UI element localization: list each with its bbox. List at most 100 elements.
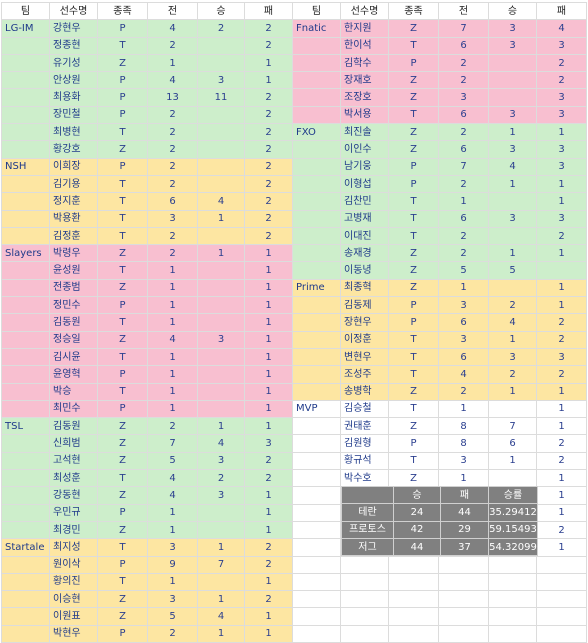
player-name-cell: 조성주 — [340, 365, 389, 384]
team-cell — [1, 555, 50, 574]
player-name-cell: 신희범 — [49, 434, 98, 453]
summary-race: 저그 — [341, 537, 394, 557]
race-cell: Z — [388, 278, 439, 298]
losses-cell: 3 — [536, 88, 587, 107]
player-name-cell: 김동제 — [340, 296, 389, 315]
wins-cell — [488, 624, 537, 643]
header-wins: 승 — [488, 1, 537, 21]
race-cell: Z — [97, 53, 148, 73]
games-cell: 2 — [147, 157, 198, 176]
race-cell: T — [388, 209, 439, 228]
games-cell: 2 — [147, 105, 198, 125]
race-cell: P — [97, 555, 148, 574]
team-cell — [292, 520, 341, 540]
games-cell: 1 — [147, 278, 198, 298]
wins-cell: 4 — [197, 192, 245, 211]
race-cell: P — [388, 174, 439, 194]
race-cell: T — [97, 313, 148, 332]
losses-cell: 1 — [244, 330, 293, 349]
team-cell — [292, 226, 341, 246]
race-cell: Z — [97, 417, 148, 436]
wins-cell: 1 — [488, 123, 537, 142]
table-row: 안상원 P 4 3 1 장재호 Z 2 2 — [1, 71, 587, 90]
losses-cell: 1 — [536, 192, 587, 211]
losses-cell: 3 — [536, 347, 587, 367]
race-cell: P — [97, 503, 148, 522]
wins-cell: 3 — [197, 71, 245, 90]
games-cell: 2 — [147, 123, 198, 142]
player-name-cell: 이인수 — [340, 140, 389, 159]
race-cell: Z — [97, 140, 148, 159]
games-cell: 2 — [438, 123, 489, 142]
race-cell — [388, 572, 439, 592]
wins-cell: 3 — [488, 36, 537, 55]
games-cell: 5 — [147, 607, 198, 626]
games-cell — [438, 607, 489, 626]
losses-cell: 2 — [536, 451, 587, 471]
race-cell: P — [388, 434, 439, 453]
race-cell: Z — [388, 123, 439, 142]
wins-cell — [197, 347, 245, 367]
wins-cell: 2 — [488, 296, 537, 315]
games-cell: 2 — [438, 226, 489, 246]
player-name-cell: 강동현 — [49, 486, 98, 505]
player-name-cell: 이승현 — [49, 590, 98, 609]
race-cell: T — [388, 330, 439, 349]
player-name-cell: 송병학 — [340, 382, 389, 401]
games-cell: 5 — [438, 261, 489, 280]
wins-cell — [197, 296, 245, 315]
team-cell — [292, 607, 341, 626]
player-name-cell: 이정훈 — [340, 330, 389, 349]
losses-cell: 1 — [244, 296, 293, 315]
race-cell: P — [388, 296, 439, 315]
wins-cell: 1 — [488, 330, 537, 349]
player-name-cell: 최병현 — [49, 123, 98, 142]
wins-cell: 3 — [488, 19, 537, 38]
games-cell: 1 — [438, 399, 489, 419]
table-row: 이원표 Z 5 4 1 — [1, 607, 587, 626]
race-cell: T — [388, 365, 439, 384]
team-cell — [1, 296, 50, 315]
race-cell: T — [97, 226, 148, 246]
wins-cell — [488, 278, 537, 298]
games-cell: 2 — [438, 174, 489, 194]
losses-cell: 1 — [536, 174, 587, 194]
race-cell: Z — [97, 278, 148, 298]
player-name-cell: 김정훈 — [49, 226, 98, 246]
player-name-cell: 김동원 — [49, 417, 98, 436]
table-row: 윤성원 T 1 1 이동녕 Z 5 5 — [1, 261, 587, 280]
wins-cell: 1 — [197, 624, 245, 643]
table-row: 신희범 Z 7 4 3 김원형 P 8 6 2 — [1, 434, 587, 453]
wins-cell: 1 — [197, 244, 245, 263]
games-cell: 6 — [438, 313, 489, 332]
player-name-cell: 권태훈 — [340, 417, 389, 436]
games-cell: 1 — [438, 469, 489, 488]
player-name-cell: 고병재 — [340, 209, 389, 228]
table-row: 황의진 T 1 1 — [1, 572, 587, 592]
games-cell: 1 — [147, 261, 198, 280]
wins-cell: 2 — [488, 365, 537, 384]
wins-cell: 4 — [197, 607, 245, 626]
race-cell: Z — [97, 607, 148, 626]
wins-cell: 3 — [488, 347, 537, 367]
wins-cell — [488, 572, 537, 592]
losses-cell: 2 — [536, 365, 587, 384]
team-cell: Prime — [292, 278, 341, 298]
team-cell — [1, 434, 50, 453]
losses-cell: 2 — [244, 105, 293, 125]
table-row: 원이삭 P 9 7 2 — [1, 555, 587, 574]
games-cell: 4 — [147, 71, 198, 90]
race-cell: Z — [388, 261, 439, 280]
race-cell: Z — [388, 71, 439, 90]
table-row: Slayers 박령우 Z 2 1 1 송재경 Z 2 1 1 — [1, 244, 587, 263]
table-row: 장민철 P 2 2 박서용 T 6 3 3 — [1, 105, 587, 125]
race-cell: P — [97, 624, 148, 643]
losses-cell: 4 — [536, 19, 587, 38]
losses-cell: 1 — [536, 399, 587, 419]
player-name-cell: 이형섭 — [340, 174, 389, 194]
table-row: 정지훈 T 6 4 2 김찬민 T 1 1 — [1, 192, 587, 211]
games-cell: 1 — [147, 503, 198, 522]
race-cell: T — [97, 347, 148, 367]
player-name-cell: 남기웅 — [340, 157, 389, 176]
losses-cell: 3 — [244, 434, 293, 453]
